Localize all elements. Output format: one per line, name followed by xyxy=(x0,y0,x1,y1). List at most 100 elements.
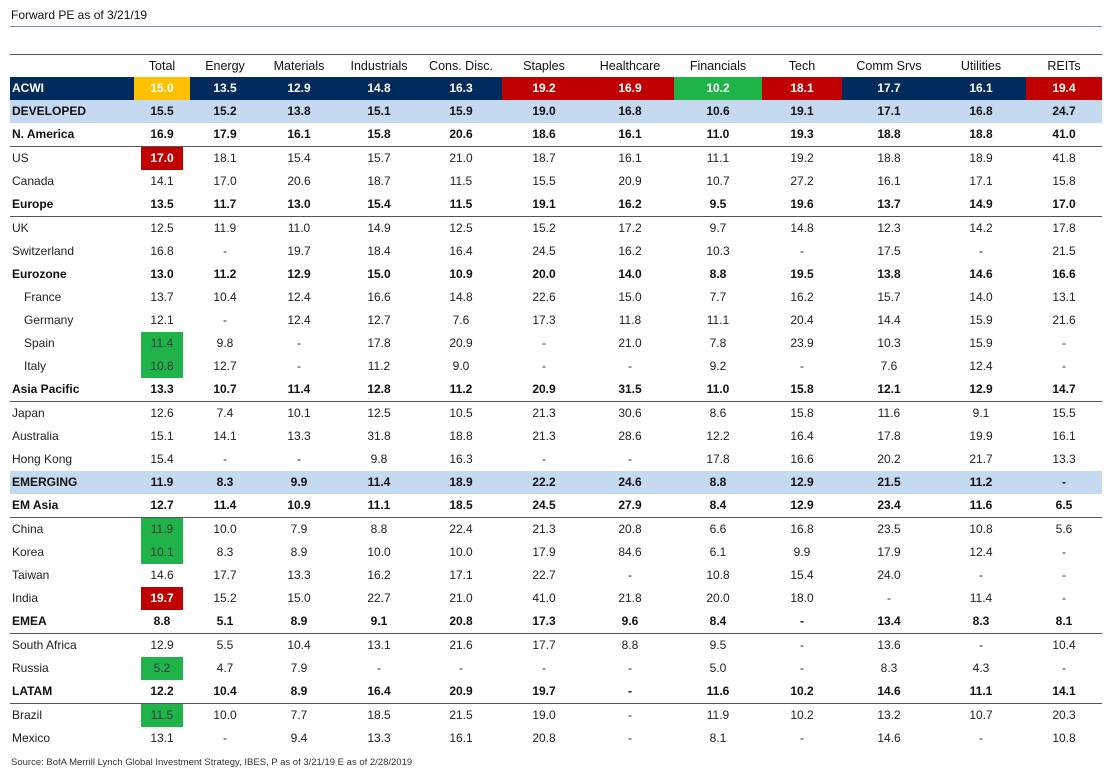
table-cell: 21.6 xyxy=(449,638,473,652)
table-cell: 15.5 xyxy=(134,100,190,123)
table-cell: 13.1 xyxy=(1052,290,1076,304)
table-cell: 16.4 xyxy=(790,429,814,443)
table-cell: 9.8 xyxy=(216,336,234,350)
table-cell: - xyxy=(542,359,546,373)
table-cell: 17.0 xyxy=(134,147,190,170)
table-cell: 19.1 xyxy=(532,197,556,211)
table-cell: 5.6 xyxy=(1055,522,1073,536)
table-cell: 8.3 xyxy=(880,661,898,675)
table-cell: 10.0 xyxy=(449,545,473,559)
table-cell: 14.8 xyxy=(449,290,473,304)
table-cell: 15.7 xyxy=(877,290,901,304)
table-cell: 15.5 xyxy=(1052,406,1076,420)
row-label: Japan xyxy=(12,406,45,420)
table-cell: 12.7 xyxy=(150,498,174,512)
table-cell: - xyxy=(628,661,632,675)
table-cell: 15.0 xyxy=(618,290,642,304)
table-cell: 13.7 xyxy=(150,290,174,304)
table-row: Canada 14.1 17.0 20.6 18.7 11.5 15.5 20.9 10.7 27… xyxy=(10,170,1102,193)
row-label: Italy xyxy=(24,359,47,373)
table-cell: 11.5 xyxy=(449,174,473,188)
row-label: LATAM xyxy=(12,684,53,698)
table-cell: 11.1 xyxy=(706,151,730,165)
table-cell: 20.9 xyxy=(449,684,473,698)
table-cell: 11.9 xyxy=(213,221,237,235)
table-cell: 10.0 xyxy=(213,708,237,722)
table-cell: 13.1 xyxy=(150,731,174,745)
table-cell: 12.1 xyxy=(150,313,174,327)
table-cell: 8.9 xyxy=(290,545,308,559)
table-cell: 20.9 xyxy=(449,336,473,350)
table-cell: 20.9 xyxy=(618,174,642,188)
table-cell: 11.9 xyxy=(134,471,190,494)
table-cell: 20.2 xyxy=(877,452,901,466)
table-cell: 10.4 xyxy=(213,684,237,698)
row-label: India xyxy=(12,591,39,605)
table-cell: 15.4 xyxy=(367,197,391,211)
row-label: Asia Pacific xyxy=(12,382,80,396)
table-cell: 14.2 xyxy=(969,221,993,235)
table-cell: 7.9 xyxy=(290,522,308,536)
table-cell: 19.9 xyxy=(969,429,993,443)
column-header: Financials xyxy=(689,59,747,73)
table-cell: 15.1 xyxy=(338,100,420,123)
report-title: Forward PE as of 3/21/19 xyxy=(11,8,148,22)
table-cell: 24.0 xyxy=(877,568,901,582)
table-row: Brazil 11.5 10.0 7.7 18.5 21.5 19.0 - 11.9 10.2 13… xyxy=(10,704,1102,727)
table-cell: 9.4 xyxy=(290,731,308,745)
row-label: Switzerland xyxy=(12,244,75,258)
table-cell: 18.8 xyxy=(877,151,901,165)
table-cell: 20.0 xyxy=(706,591,730,605)
table-cell: 14.4 xyxy=(877,313,901,327)
table-cell: 6.1 xyxy=(709,545,727,559)
table-cell: 15.8 xyxy=(1052,174,1076,188)
row-label: Korea xyxy=(12,545,45,559)
forward-pe-table: Total Energy Materials Industrials Cons. Dis… xyxy=(10,54,1102,750)
table-cell: 10.7 xyxy=(969,708,993,722)
table-cell: 18.5 xyxy=(449,498,473,512)
table-cell: 21.7 xyxy=(969,452,993,466)
row-label: Australia xyxy=(12,429,59,443)
table-cell: 12.5 xyxy=(367,406,391,420)
table-cell: 27.2 xyxy=(790,174,814,188)
table-cell: 30.6 xyxy=(618,406,642,420)
table-cell: 16.2 xyxy=(790,290,814,304)
table-row: France 13.7 10.4 12.4 16.6 14.8 22.6 15.0 7.7 16.… xyxy=(10,286,1102,309)
table-cell: 13.3 xyxy=(1052,452,1076,466)
table-cell: 14.9 xyxy=(969,197,993,211)
column-header: Healthcare xyxy=(599,59,661,73)
table-cell: 7.9 xyxy=(290,661,308,675)
table-cell: 14.6 xyxy=(969,267,993,281)
table-cell: 10.1 xyxy=(287,406,311,420)
table-cell: 11.0 xyxy=(287,221,311,235)
highlight-cell: 11.9 xyxy=(141,518,183,541)
table-row: Eurozone 13.0 11.2 12.9 15.0 10.9 20.0 14.0 8.8 1… xyxy=(10,263,1102,286)
column-header: Utilities xyxy=(960,59,1002,73)
table-cell: 10.0 xyxy=(367,545,391,559)
table-cell: 22.4 xyxy=(449,522,473,536)
table-cell: 10.7 xyxy=(706,174,730,188)
table-cell: 12.9 xyxy=(287,267,311,281)
table-cell: 24.7 xyxy=(1026,100,1102,123)
table-cell: 18.8 xyxy=(877,127,901,141)
table-cell: 15.2 xyxy=(532,221,556,235)
table-cell: 10.8 xyxy=(706,568,730,582)
table-row: EMERGING 11.9 8.3 9.9 11.4 18.9 22.2 24.6 8.8 12.… xyxy=(10,471,1102,494)
table-cell: 24.5 xyxy=(532,244,556,258)
table-cell: 15.4 xyxy=(790,568,814,582)
table-cell: - xyxy=(979,638,983,652)
table-cell: 4.7 xyxy=(216,661,234,675)
table-cell: 12.9 xyxy=(150,638,174,652)
table-cell: - xyxy=(1062,568,1066,582)
table-cell: 17.7 xyxy=(213,568,237,582)
row-label: ACWI xyxy=(10,77,134,100)
table-cell: 24.6 xyxy=(586,471,674,494)
table-cell: 16.6 xyxy=(367,290,391,304)
table-cell: 8.8 xyxy=(674,471,762,494)
table-cell: 22.2 xyxy=(502,471,586,494)
table-cell: - xyxy=(1062,336,1066,350)
table-cell: 11.9 xyxy=(134,518,190,541)
table-cell: 16.6 xyxy=(790,452,814,466)
table-cell: 11.5 xyxy=(134,704,190,727)
row-label: EM Asia xyxy=(12,498,59,512)
